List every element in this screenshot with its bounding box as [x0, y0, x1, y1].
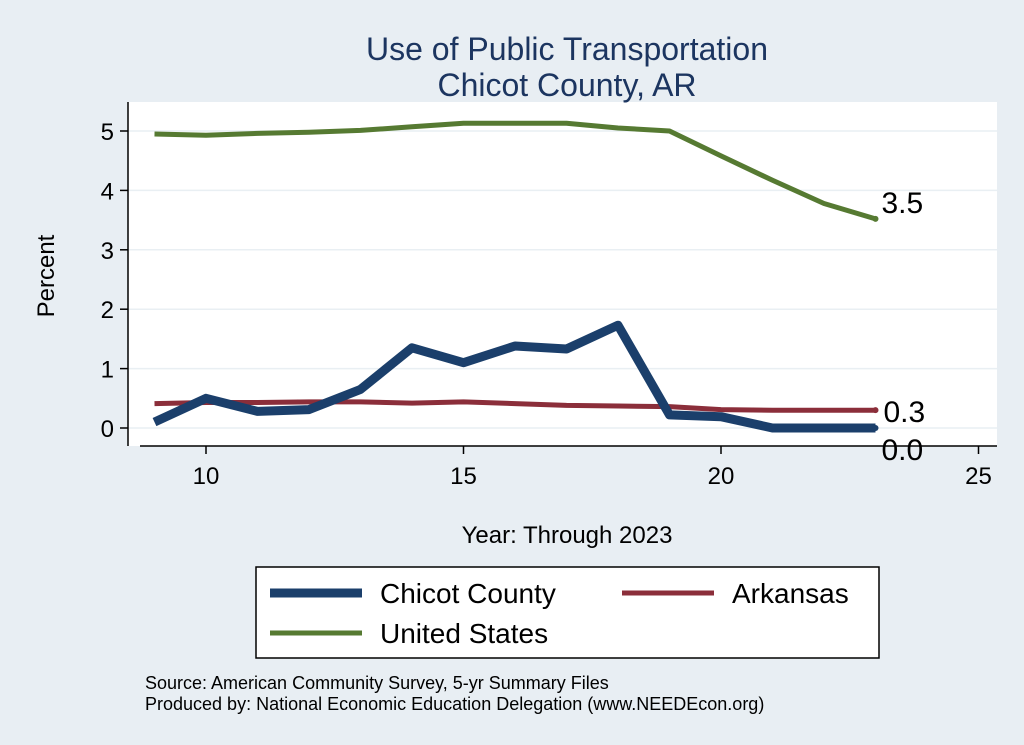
axes [127, 102, 997, 447]
y-ticks: 0 1 2 3 4 5 [101, 119, 128, 443]
y-tick-label-5: 5 [101, 119, 114, 146]
plot-area [128, 102, 997, 446]
legend-label-chicot-county: Chicot County [380, 578, 556, 609]
chart-subtitle: Chicot County, AR [437, 67, 696, 103]
x-tick-label-10: 10 [193, 463, 220, 490]
produced-by-note: Produced by: National Economic Education… [145, 694, 764, 714]
end-labels: 0.0 0.3 3.5 [872, 187, 926, 467]
legend-box [255, 566, 880, 659]
x-axis-title: Year: Through 2023 [462, 522, 673, 549]
source-note: Source: American Community Survey, 5-yr … [145, 673, 609, 693]
end-marker-chicot-county [872, 425, 879, 431]
series-line-chicot-county [152, 320, 876, 433]
y-tick-label-3: 3 [101, 238, 114, 265]
end-label-united-states: 3.5 [882, 187, 924, 220]
x-tick-label-15: 15 [450, 463, 477, 490]
y-tick-label-2: 2 [101, 297, 114, 324]
legend-label-united-states: United States [380, 618, 548, 649]
series-lines [152, 120, 877, 433]
y-tick-label-0: 0 [101, 416, 114, 443]
end-label-chicot-county: 0.0 [882, 434, 924, 467]
end-marker-united-states [872, 215, 879, 222]
legend: Chicot County Arkansas United States [255, 566, 880, 659]
y-tick-label-4: 4 [101, 178, 114, 205]
x-ticks: 10 15 20 25 [193, 446, 992, 490]
x-tick-label-20: 20 [708, 463, 735, 490]
end-marker-arkansas [872, 407, 879, 414]
series-line-united-states [154, 120, 877, 222]
x-tick-label-25: 25 [965, 463, 992, 490]
end-label-arkansas: 0.3 [884, 396, 926, 429]
chart-title: Use of Public Transportation [366, 31, 768, 67]
legend-label-arkansas: Arkansas [732, 578, 849, 609]
y-tick-label-1: 1 [101, 357, 114, 384]
y-axis-title: Percent [33, 234, 60, 317]
series-line-arkansas [154, 399, 876, 413]
